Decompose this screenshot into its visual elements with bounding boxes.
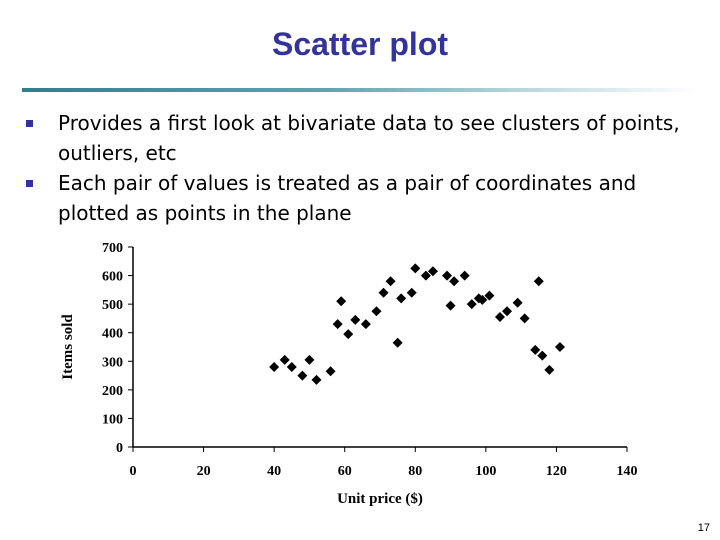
data-point	[484, 290, 495, 301]
data-point	[502, 306, 513, 317]
x-tick-label: 60	[338, 464, 352, 479]
data-point	[537, 350, 548, 361]
data-point	[420, 270, 431, 281]
data-point	[371, 306, 382, 317]
data-point	[544, 364, 555, 375]
data-point	[554, 342, 565, 352]
slide-title: Scatter plot	[271, 26, 449, 62]
y-tick-label: 200	[102, 384, 123, 399]
scatter-chart: 0 100 200 300 400 500 600 700 0 20 40 60 80 100 120 14…	[60, 241, 638, 507]
data-point	[325, 366, 336, 377]
square-bullet-icon	[26, 180, 33, 187]
square-bullet-icon	[26, 120, 33, 127]
x-tick-label: 40	[267, 464, 281, 479]
data-point	[427, 266, 438, 277]
bullet-item: Each pair of values is treated as a pair…	[26, 168, 706, 228]
data-point	[445, 300, 456, 311]
data-point	[279, 354, 290, 365]
x-tick-label: 140	[617, 464, 638, 479]
y-tick-label: 500	[102, 298, 123, 313]
data-point	[392, 337, 403, 348]
y-tick-label: 300	[102, 355, 123, 370]
data-point	[360, 319, 371, 330]
data-point	[297, 370, 308, 381]
data-point	[336, 296, 347, 307]
data-point	[449, 276, 460, 287]
data-point	[332, 319, 343, 330]
data-point	[512, 297, 523, 308]
data-point	[311, 374, 322, 385]
data-point	[385, 276, 396, 287]
data-point	[286, 362, 297, 372]
y-tick-label: 0	[116, 441, 123, 456]
data-point	[533, 276, 544, 287]
data-point	[378, 287, 389, 298]
data-point	[410, 263, 421, 274]
data-point	[519, 313, 530, 324]
x-axis: 0 20 40 60 80 100 120 140	[130, 446, 638, 479]
data-point	[530, 344, 541, 355]
data-point	[459, 270, 470, 281]
y-tick-label: 600	[102, 270, 123, 285]
title-divider	[22, 88, 698, 92]
y-axis-label: Items sold	[60, 314, 76, 380]
data-point	[350, 314, 361, 325]
data-point	[477, 294, 488, 305]
y-tick-label: 100	[102, 412, 123, 427]
page-number: 17	[697, 522, 710, 534]
bullet-text: Provides a first look at bivariate data …	[58, 111, 680, 165]
bullet-list: Provides a first look at bivariate data …	[26, 108, 706, 228]
data-point	[304, 354, 315, 365]
bullet-text: Each pair of values is treated as a pair…	[58, 171, 637, 225]
y-tick-label: 700	[102, 241, 123, 256]
data-points	[269, 263, 565, 385]
data-point	[466, 299, 477, 310]
data-point	[269, 362, 280, 372]
x-tick-label: 80	[408, 464, 422, 479]
data-point	[396, 293, 407, 304]
data-point	[442, 270, 453, 281]
data-point	[494, 312, 505, 322]
x-axis-label: Unit price ($)	[337, 491, 423, 507]
bullet-item: Provides a first look at bivariate data …	[26, 108, 706, 168]
y-tick-label: 400	[102, 327, 123, 342]
y-axis: 0 100 200 300 400 500 600 700	[102, 241, 134, 456]
data-point	[343, 329, 354, 340]
data-point	[406, 287, 417, 298]
x-tick-label: 20	[197, 464, 211, 479]
x-tick-label: 0	[130, 464, 137, 479]
x-tick-label: 100	[475, 464, 496, 479]
x-tick-label: 120	[546, 464, 567, 479]
